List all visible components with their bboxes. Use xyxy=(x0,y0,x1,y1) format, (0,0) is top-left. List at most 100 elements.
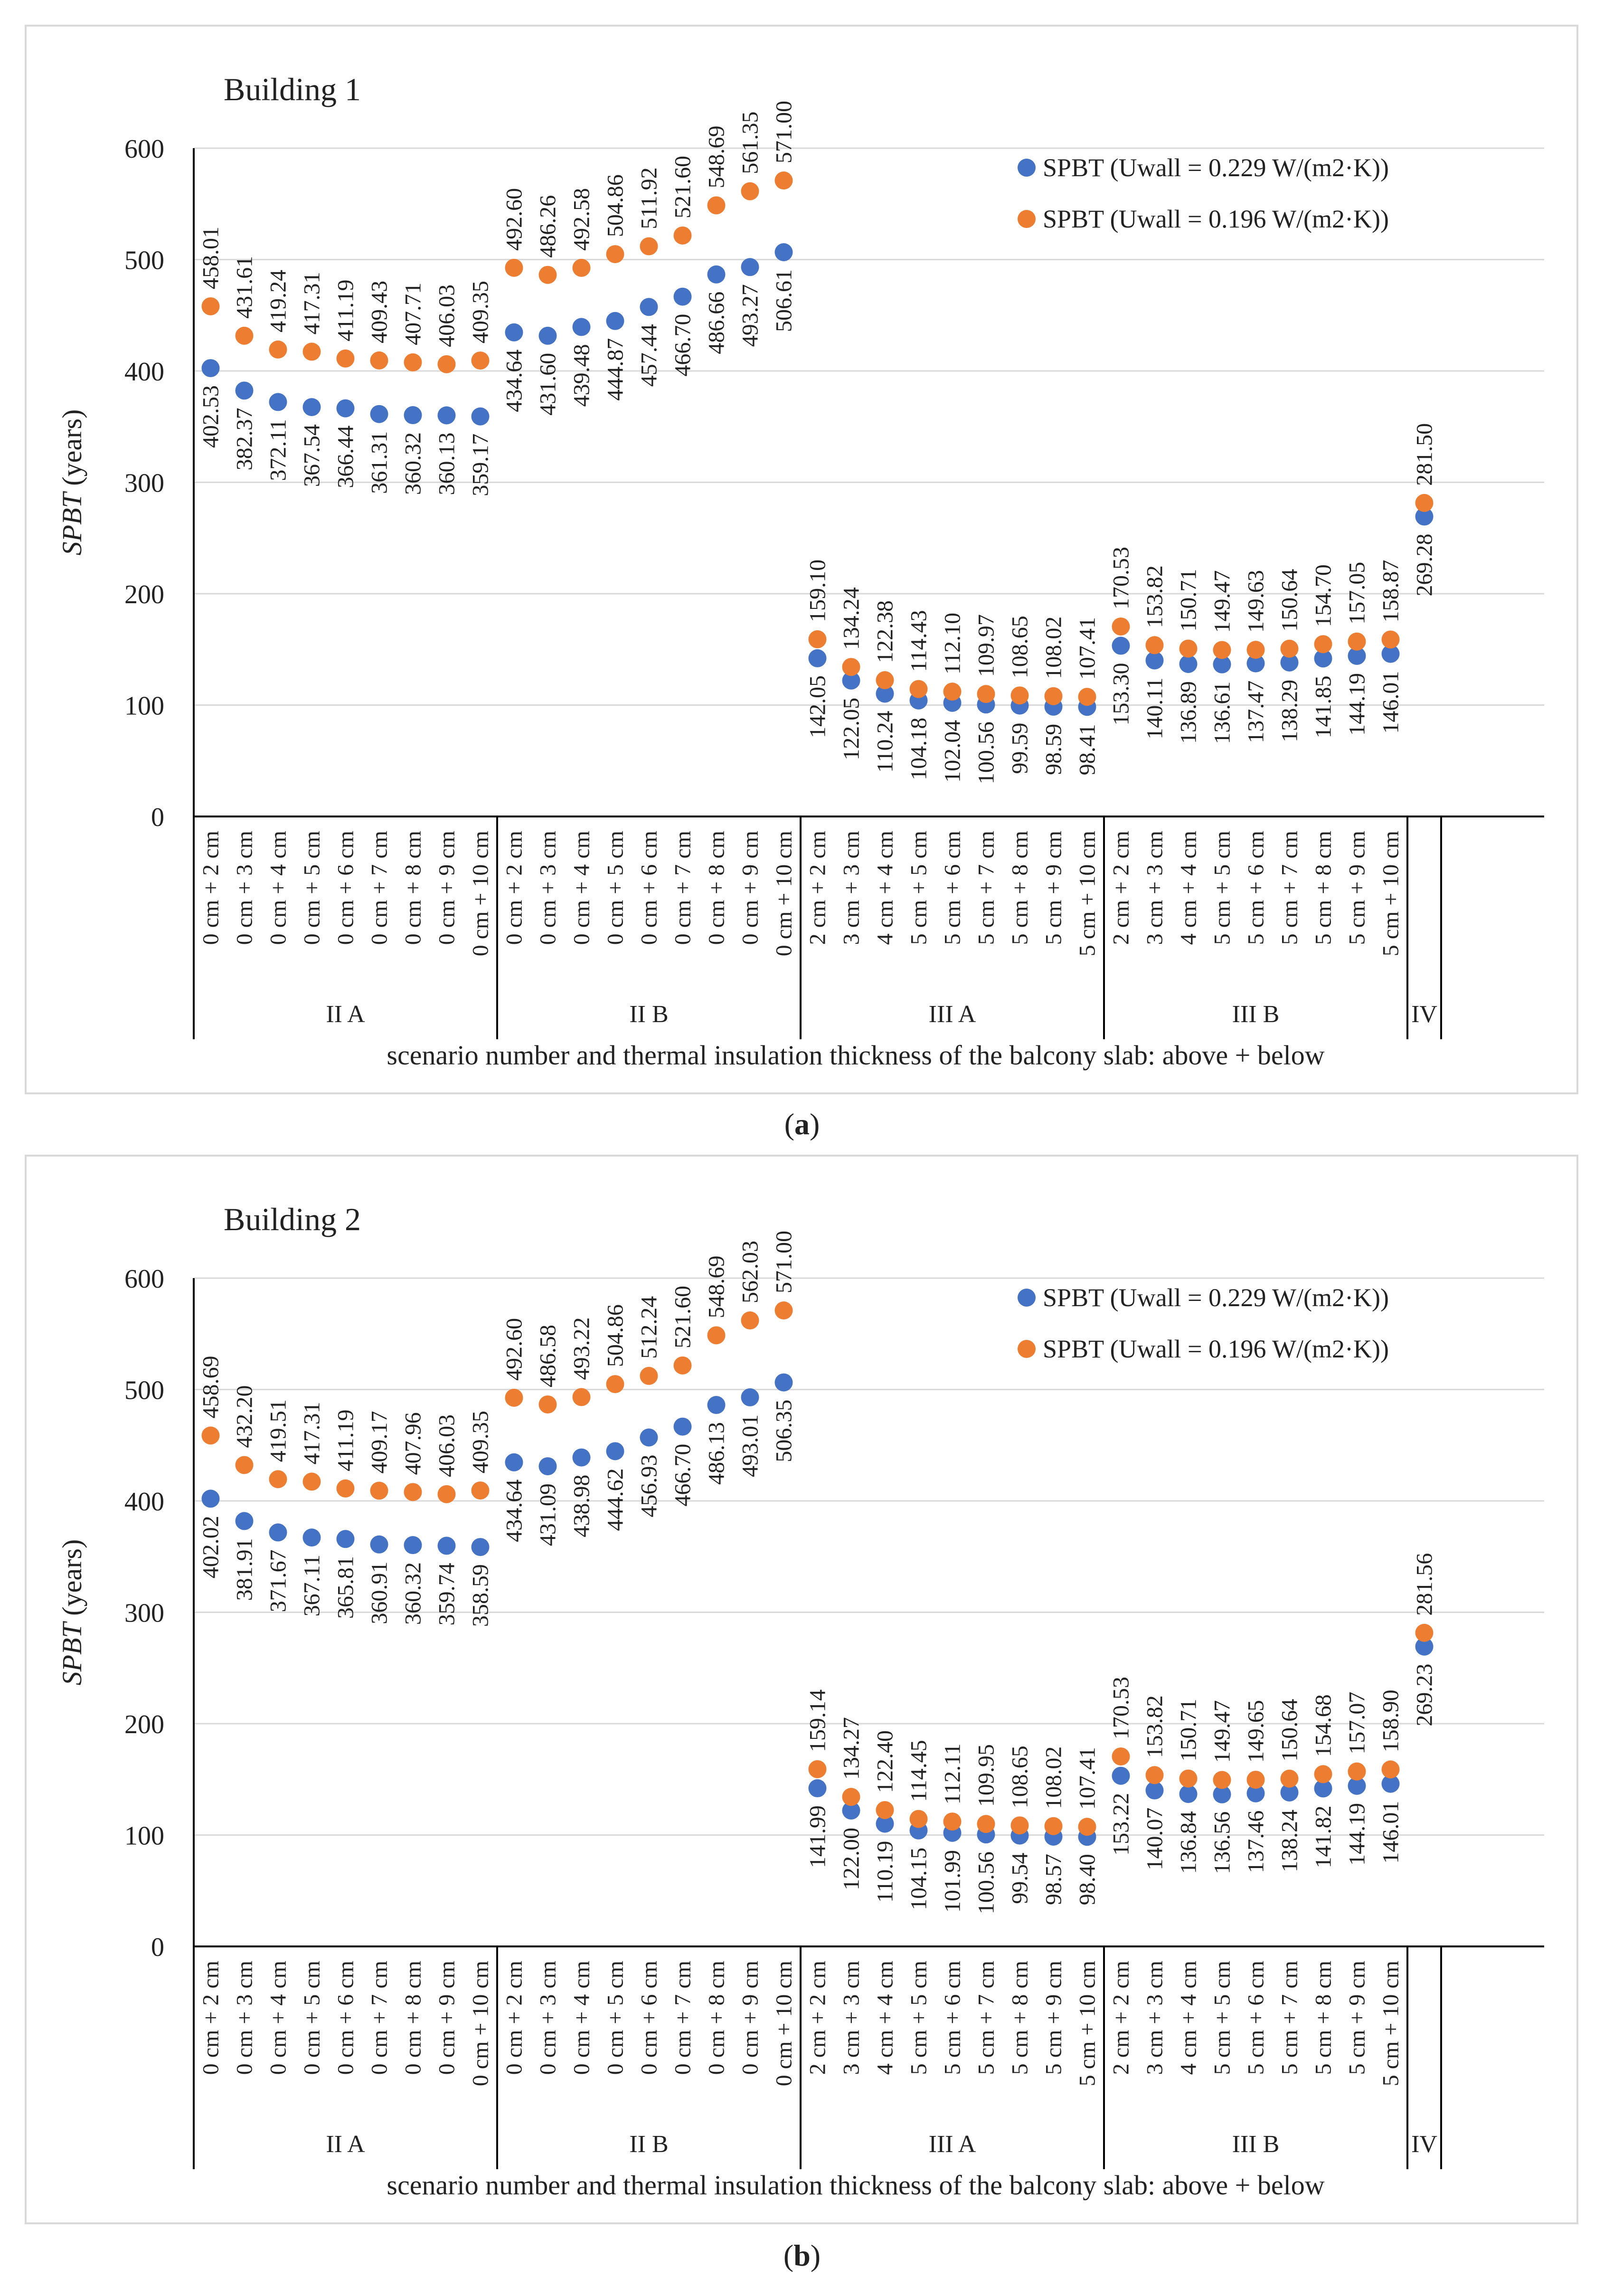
data-point-series-2 xyxy=(909,680,928,698)
legend-label-series-1: SPBT (Uwall = 0.229 W/(m2·K)) xyxy=(1043,1283,1389,1312)
data-point-series-2 xyxy=(1112,617,1130,636)
x-tick-label: 0 cm + 3 cm xyxy=(232,1961,257,2075)
y-axis-label-rest: (years) xyxy=(57,1539,87,1623)
data-label-series-1: 100.56 xyxy=(974,721,999,784)
data-point-series-2 xyxy=(977,685,995,703)
data-point-series-1 xyxy=(774,243,793,261)
data-label-series-1: 371.67 xyxy=(266,1549,291,1612)
data-label-series-1: 381.91 xyxy=(232,1538,257,1601)
x-tick-label: 5 cm + 8 cm xyxy=(1311,831,1336,945)
x-tick-label: 0 cm + 5 cm xyxy=(300,1961,325,2075)
data-point-series-1 xyxy=(1314,1779,1332,1798)
data-label-series-2: 419.51 xyxy=(266,1399,291,1462)
data-label-series-2: 409.17 xyxy=(367,1411,392,1473)
data-label-series-1: 138.29 xyxy=(1277,680,1302,742)
data-label-series-1: 402.53 xyxy=(198,385,224,448)
data-point-series-1 xyxy=(707,265,726,284)
data-point-series-2 xyxy=(201,1426,220,1445)
y-tick-label: 300 xyxy=(124,469,164,498)
x-tick-label: 5 cm + 7 cm xyxy=(1277,1961,1302,2075)
chart-building-1: 0 100 200 300 400 500 600 Building 1 SPBT (years… xyxy=(57,71,1544,1071)
data-label-series-2: 149.47 xyxy=(1210,570,1235,633)
data-label-series-2: 281.56 xyxy=(1412,1553,1437,1616)
data-point-series-1 xyxy=(876,684,894,703)
data-point-series-2 xyxy=(572,1388,591,1406)
data-point-series-1 xyxy=(471,1538,490,1556)
data-point-series-1 xyxy=(1213,1785,1231,1803)
x-tick-label: 5 cm + 10 cm xyxy=(1378,1961,1404,2086)
data-label-series-2: 417.31 xyxy=(300,1402,325,1464)
y-axis-label: SPBT (years) xyxy=(57,1539,87,1686)
caption-a: (a) xyxy=(784,1107,820,1141)
data-point-series-2 xyxy=(1179,1769,1198,1788)
data-point-series-1 xyxy=(1112,1766,1130,1785)
y-tick-label: 500 xyxy=(124,246,164,275)
data-label-series-1: 110.19 xyxy=(873,1841,898,1903)
caption-b: (b) xyxy=(783,2239,821,2272)
data-point-series-1 xyxy=(1381,645,1400,663)
x-tick-label: 0 cm + 7 cm xyxy=(367,1961,392,2075)
data-label-series-1: 110.24 xyxy=(873,711,898,772)
chart-panel-building-2: 0 100 200 300 400 500 600 Building 2 SPBT (years… xyxy=(25,1155,1578,2224)
x-axis-label: scenario number and thermal insulation t… xyxy=(387,2170,1324,2201)
data-point-series-1 xyxy=(774,1373,793,1392)
data-point-series-2 xyxy=(673,1356,692,1375)
x-tick-label: 5 cm + 7 cm xyxy=(974,831,999,945)
data-point-series-2 xyxy=(505,1388,523,1407)
x-tick-label: 0 cm + 10 cm xyxy=(772,831,797,956)
data-label-series-1: 100.56 xyxy=(974,1851,999,1914)
x-tick-label: 4 cm + 4 cm xyxy=(873,831,898,945)
x-tick-label: 5 cm + 6 cm xyxy=(940,1961,965,2075)
data-label-series-1: 434.64 xyxy=(502,350,527,412)
data-label-series-1: 137.46 xyxy=(1244,1811,1269,1873)
y-tick-label: 400 xyxy=(124,1487,164,1517)
data-point-series-2 xyxy=(808,630,827,648)
data-label-series-1: 360.32 xyxy=(401,1562,426,1625)
x-tick-label: 5 cm + 7 cm xyxy=(1277,831,1302,945)
data-point-series-2 xyxy=(572,258,591,277)
data-label-series-2: 562.03 xyxy=(738,1241,763,1303)
x-tick-label: 0 cm + 2 cm xyxy=(502,831,527,945)
data-label-series-1: 153.30 xyxy=(1109,663,1134,726)
data-label-series-1: 359.17 xyxy=(468,434,493,496)
data-label-series-1: 365.81 xyxy=(333,1556,359,1619)
x-tick-label: 3 cm + 3 cm xyxy=(839,1961,864,2075)
data-label-series-1: 360.32 xyxy=(401,432,426,495)
group-label: IV xyxy=(1411,1001,1437,1028)
data-label-series-1: 486.66 xyxy=(704,292,729,354)
data-label-series-2: 521.60 xyxy=(670,1286,696,1348)
data-label-series-1: 138.24 xyxy=(1277,1810,1302,1872)
data-point-series-1 xyxy=(302,1528,321,1547)
data-label-series-1: 506.35 xyxy=(772,1400,797,1462)
x-tick-label: 5 cm + 9 cm xyxy=(1041,831,1066,945)
x-tick-label: 2 cm + 2 cm xyxy=(805,1961,830,2075)
legend-marker-series-2 xyxy=(1018,1340,1036,1358)
data-point-series-2 xyxy=(1044,1817,1063,1835)
data-label-series-2: 417.31 xyxy=(300,272,325,334)
data-point-series-1 xyxy=(741,1388,759,1406)
data-point-series-1 xyxy=(1145,651,1164,670)
x-tick-label: 3 cm + 3 cm xyxy=(1142,831,1168,945)
data-label-series-1: 153.22 xyxy=(1109,1793,1134,1856)
data-label-series-1: 444.87 xyxy=(603,338,628,401)
data-label-series-2: 149.65 xyxy=(1244,1700,1269,1763)
data-label-series-2: 409.35 xyxy=(468,281,493,343)
data-point-series-1 xyxy=(505,323,523,342)
legend-label-series-2: SPBT (Uwall = 0.196 W/(m2·K)) xyxy=(1043,1335,1389,1363)
data-point-series-2 xyxy=(606,1375,624,1394)
legend-marker-series-2 xyxy=(1018,210,1036,228)
data-label-series-1: 136.61 xyxy=(1210,682,1235,744)
data-label-series-2: 411.19 xyxy=(333,1410,359,1471)
data-point-series-2 xyxy=(1078,688,1096,706)
data-point-series-1 xyxy=(1179,1785,1198,1803)
data-point-series-1 xyxy=(1415,1637,1434,1656)
data-label-series-1: 359.74 xyxy=(434,1563,460,1625)
data-label-series-2: 157.07 xyxy=(1345,1692,1370,1755)
data-point-series-2 xyxy=(404,353,422,371)
x-tick-label: 0 cm + 9 cm xyxy=(434,1961,460,2075)
data-label-series-1: 493.01 xyxy=(738,1414,763,1477)
x-tick-label: 5 cm + 9 cm xyxy=(1345,1961,1370,2075)
data-label-series-1: 104.15 xyxy=(906,1848,932,1910)
data-label-series-1: 444.62 xyxy=(603,1468,628,1531)
data-point-series-2 xyxy=(302,1472,321,1491)
